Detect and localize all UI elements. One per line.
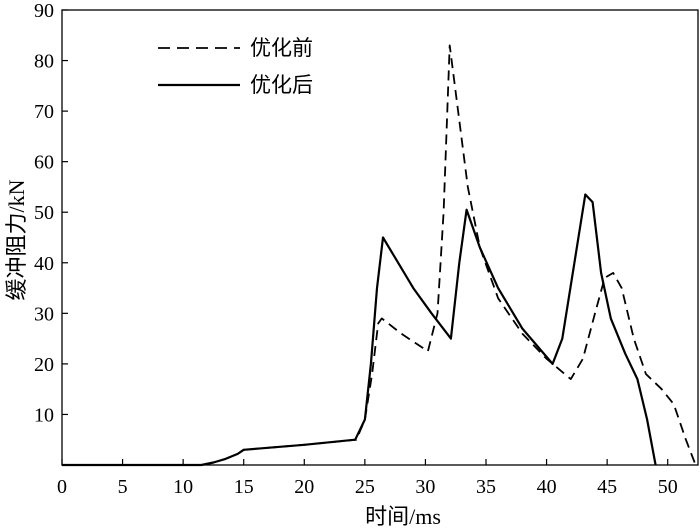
- y-axis-title: 缓冲阻力/kN: [4, 179, 29, 300]
- series-layer: [62, 44, 697, 467]
- axes: [61, 9, 699, 466]
- ticks-layer: 0 5 10 15 20 25 30 35 40 45 50 10 20 30 40 50 60 70 80 90: [34, 0, 678, 498]
- legend-label-after: 优化后: [250, 73, 313, 97]
- plot-frame: [61, 9, 699, 466]
- x-tick-label: 40: [537, 476, 557, 498]
- x-tick-label: 25: [355, 476, 375, 498]
- x-tick-label: 45: [597, 476, 617, 498]
- x-tick-label: 50: [658, 476, 678, 498]
- x-tick-label: 30: [415, 476, 435, 498]
- x-tick-label: 10: [173, 476, 193, 498]
- y-tick-label: 20: [34, 354, 54, 376]
- y-tick-label: 80: [34, 51, 54, 73]
- y-tick-label: 30: [34, 303, 54, 325]
- series-line-after: [62, 193, 657, 467]
- x-tick-label: 15: [234, 476, 254, 498]
- series-line-before: [62, 44, 697, 466]
- x-tick-label: 0: [57, 476, 67, 498]
- x-tick-label: 5: [118, 476, 128, 498]
- y-tick-label: 60: [34, 152, 54, 174]
- legend: 优化前 优化后: [158, 36, 313, 97]
- y-tick-label: 50: [34, 202, 54, 224]
- y-tick-label: 40: [34, 253, 54, 275]
- x-tick-label: 20: [294, 476, 314, 498]
- y-tick-label: 90: [34, 0, 54, 22]
- x-axis-title: 时间/ms: [365, 504, 441, 529]
- y-tick-label: 10: [34, 404, 54, 426]
- legend-label-before: 优化前: [250, 36, 313, 60]
- x-tick-label: 35: [476, 476, 496, 498]
- y-tick-label: 70: [34, 101, 54, 123]
